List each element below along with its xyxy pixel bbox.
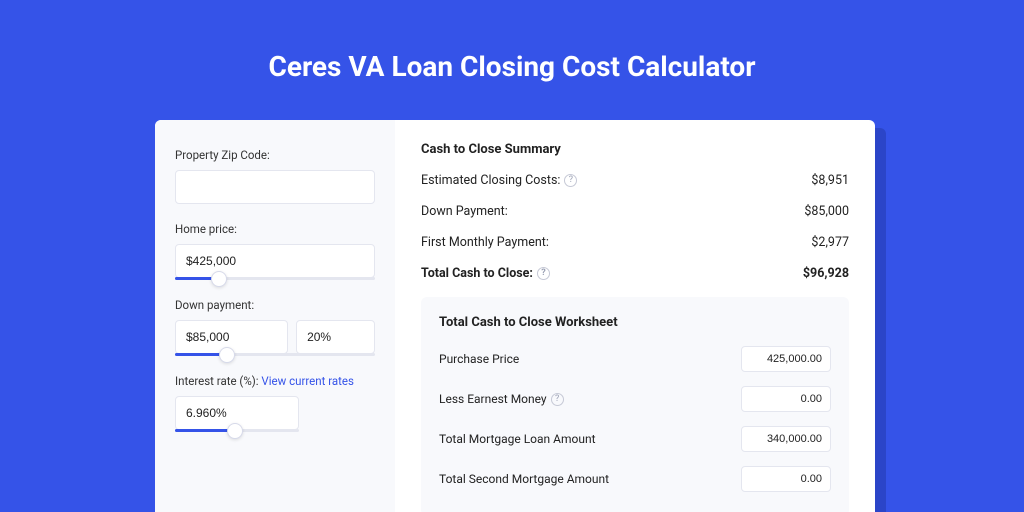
page-title: Ceres VA Loan Closing Cost Calculator — [0, 0, 1024, 111]
input-sidebar: Property Zip Code: Home price: Down paym… — [155, 120, 395, 512]
interest-slider-thumb[interactable] — [227, 423, 243, 439]
summary-row-label: First Monthly Payment: — [421, 235, 549, 250]
worksheet-row: Purchase Price — [439, 346, 831, 372]
worksheet-value-input[interactable] — [741, 466, 831, 492]
summary-label-text: Down Payment: — [421, 204, 508, 219]
summary-row-value: $96,928 — [803, 266, 849, 281]
help-icon[interactable]: ? — [564, 174, 577, 187]
worksheet-row-label: Purchase Price — [439, 352, 519, 366]
summary-row-label: Total Cash to Close:? — [421, 266, 550, 281]
home-price-input[interactable] — [175, 244, 375, 278]
summary-row-value: $2,977 — [811, 235, 849, 250]
summary-row-value: $85,000 — [804, 204, 849, 219]
worksheet-row: Total Second Mortgage Amount — [439, 466, 831, 492]
main-panel: Cash to Close Summary Estimated Closing … — [395, 120, 875, 512]
worksheet-row: Less Earnest Money? — [439, 386, 831, 412]
calculator-card: Property Zip Code: Home price: Down paym… — [155, 120, 875, 512]
down-payment-pct-input[interactable] — [296, 320, 375, 354]
home-price-label: Home price: — [175, 222, 375, 236]
help-icon[interactable]: ? — [551, 393, 564, 406]
view-rates-link[interactable]: View current rates — [261, 374, 354, 388]
summary-row: First Monthly Payment: $2,977 — [421, 235, 849, 250]
home-price-slider-thumb[interactable] — [211, 271, 227, 287]
worksheet-value-input[interactable] — [741, 346, 831, 372]
worksheet-list: Purchase Price Less Earnest Money? Total M… — [439, 346, 831, 492]
summary-row-label: Estimated Closing Costs:? — [421, 173, 577, 188]
worksheet-title: Total Cash to Close Worksheet — [439, 315, 831, 330]
down-payment-slider-thumb[interactable] — [219, 347, 235, 363]
worksheet-label-text: Less Earnest Money — [439, 392, 547, 406]
worksheet-value-input[interactable] — [741, 426, 831, 452]
summary-row: Down Payment: $85,000 — [421, 204, 849, 219]
summary-label-text: Total Cash to Close: — [421, 266, 533, 281]
zip-group: Property Zip Code: — [175, 148, 375, 204]
down-payment-label: Down payment: — [175, 298, 375, 312]
worksheet-value-input[interactable] — [741, 386, 831, 412]
help-icon[interactable]: ? — [537, 267, 550, 280]
summary-row-label: Down Payment: — [421, 204, 508, 219]
down-payment-slider[interactable] — [175, 353, 375, 356]
interest-label: Interest rate (%): View current rates — [175, 374, 375, 388]
interest-slider[interactable] — [175, 429, 299, 432]
home-price-slider[interactable] — [175, 277, 375, 280]
worksheet-label-text: Purchase Price — [439, 352, 519, 366]
summary-label-text: Estimated Closing Costs: — [421, 173, 560, 188]
summary-row: Total Cash to Close:? $96,928 — [421, 266, 849, 281]
worksheet-label-text: Total Mortgage Loan Amount — [439, 432, 596, 446]
interest-group: Interest rate (%): View current rates — [175, 374, 375, 432]
worksheet-row-label: Total Second Mortgage Amount — [439, 472, 609, 486]
worksheet-label-text: Total Second Mortgage Amount — [439, 472, 609, 486]
summary-row-value: $8,951 — [811, 173, 849, 188]
interest-label-text: Interest rate (%): — [175, 374, 261, 388]
worksheet-row: Total Mortgage Loan Amount — [439, 426, 831, 452]
summary-label-text: First Monthly Payment: — [421, 235, 549, 250]
home-price-group: Home price: — [175, 222, 375, 280]
worksheet-row-label: Less Earnest Money? — [439, 392, 564, 406]
summary-list: Estimated Closing Costs:? $8,951 Down Paym… — [421, 173, 849, 281]
down-payment-group: Down payment: — [175, 298, 375, 356]
worksheet-panel: Total Cash to Close Worksheet Purchase P… — [421, 297, 849, 512]
summary-row: Estimated Closing Costs:? $8,951 — [421, 173, 849, 188]
summary-title: Cash to Close Summary — [421, 142, 849, 157]
zip-input[interactable] — [175, 170, 375, 204]
zip-label: Property Zip Code: — [175, 148, 375, 162]
worksheet-row-label: Total Mortgage Loan Amount — [439, 432, 596, 446]
